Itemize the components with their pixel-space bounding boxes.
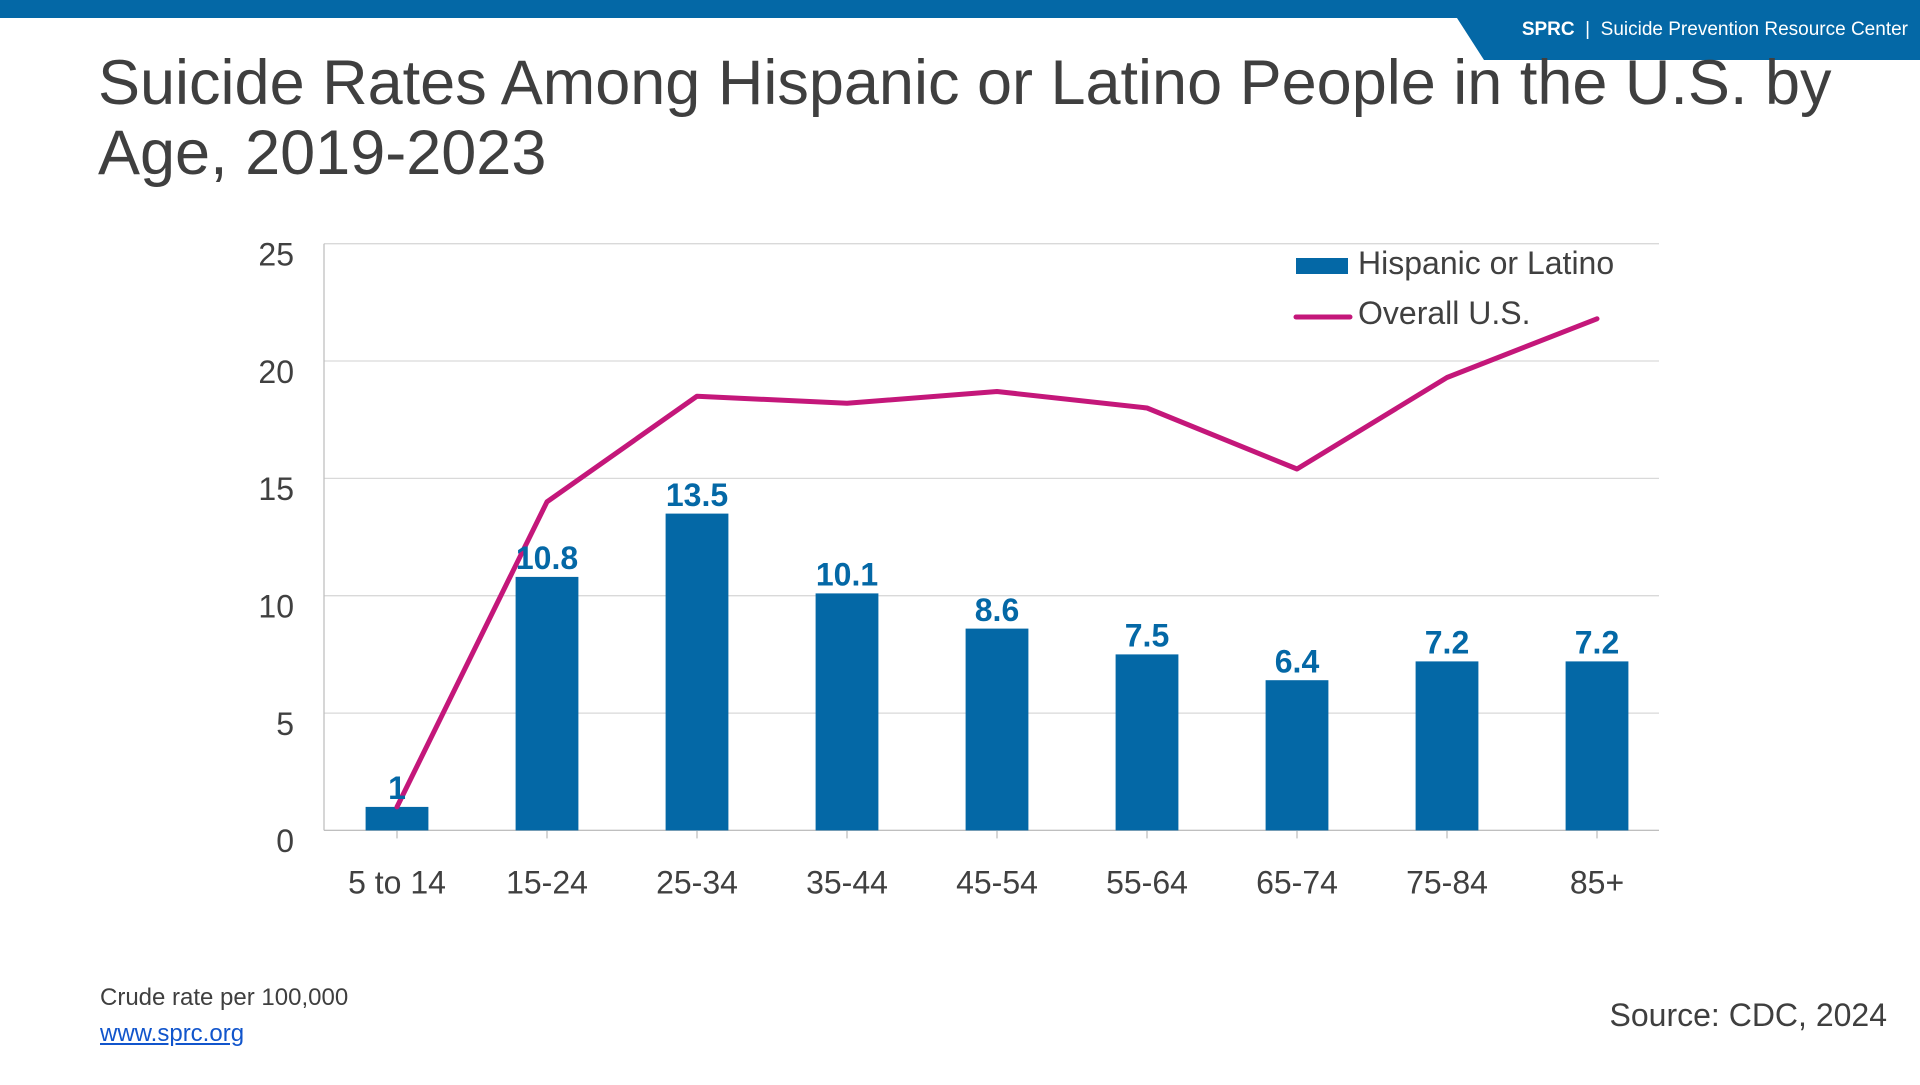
svg-text:13.5: 13.5 xyxy=(666,477,728,513)
svg-text:5: 5 xyxy=(276,706,294,742)
svg-text:25-34: 25-34 xyxy=(656,864,738,900)
svg-text:7.2: 7.2 xyxy=(1575,625,1619,661)
svg-text:10.1: 10.1 xyxy=(816,557,878,593)
svg-text:25: 25 xyxy=(258,237,294,273)
svg-text:6.4: 6.4 xyxy=(1275,644,1320,680)
svg-text:7.5: 7.5 xyxy=(1125,618,1169,654)
svg-text:55-64: 55-64 xyxy=(1106,864,1188,900)
svg-text:15: 15 xyxy=(258,471,294,507)
svg-text:10: 10 xyxy=(258,589,294,625)
svg-text:7.2: 7.2 xyxy=(1425,625,1469,661)
svg-text:75-84: 75-84 xyxy=(1406,864,1488,900)
svg-text:20: 20 xyxy=(258,354,294,390)
svg-text:8.6: 8.6 xyxy=(975,592,1019,628)
svg-text:10.8: 10.8 xyxy=(516,540,578,576)
svg-text:Overall U.S.: Overall U.S. xyxy=(1358,295,1530,331)
svg-text:0: 0 xyxy=(276,823,294,859)
svg-text:Hispanic or Latino: Hispanic or Latino xyxy=(1358,245,1614,281)
svg-text:65-74: 65-74 xyxy=(1256,864,1338,900)
svg-text:85+: 85+ xyxy=(1570,864,1624,900)
svg-text:35-44: 35-44 xyxy=(806,864,888,900)
svg-text:1: 1 xyxy=(388,770,406,806)
svg-text:5 to 14: 5 to 14 xyxy=(348,864,446,900)
svg-text:45-54: 45-54 xyxy=(956,864,1038,900)
svg-text:15-24: 15-24 xyxy=(506,864,588,900)
